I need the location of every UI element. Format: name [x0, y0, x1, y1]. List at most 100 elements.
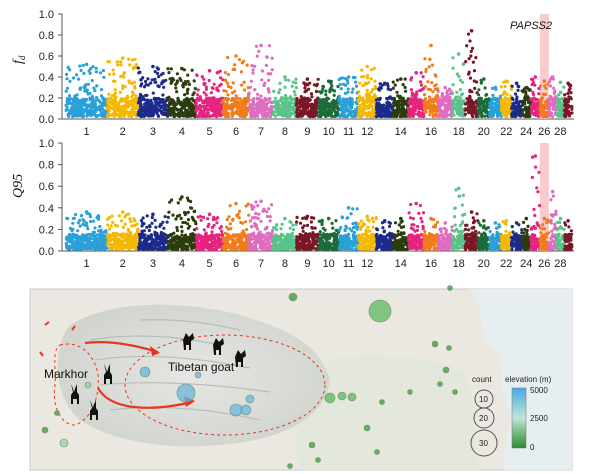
snp-point [197, 107, 201, 111]
snp-point [244, 102, 248, 106]
snp-point [401, 83, 405, 87]
snp-point [153, 218, 157, 222]
snp-point [225, 241, 229, 245]
snp-point [251, 99, 255, 103]
snp-point [403, 77, 407, 81]
snp-point [267, 107, 271, 111]
snp-point [65, 86, 70, 90]
snp-point [443, 99, 447, 103]
snp-point [121, 73, 125, 77]
snp-point [321, 84, 325, 88]
snp-point [138, 102, 142, 106]
snp-point [242, 59, 246, 63]
snp-point [186, 218, 191, 222]
snp-point [251, 110, 255, 114]
snp-peak-point [566, 81, 570, 86]
snp-point [427, 65, 431, 69]
snp-point [130, 58, 134, 62]
snp-point [121, 86, 125, 91]
snp-point [424, 69, 428, 74]
snp-point [190, 68, 194, 72]
snp-point [157, 246, 161, 250]
snp-point [357, 90, 361, 94]
snp-point [491, 93, 495, 97]
chromosome-label: 20 [478, 126, 490, 138]
snp-point [164, 78, 168, 82]
snp-point [503, 85, 507, 89]
snp-point [230, 114, 234, 118]
snp-point [430, 63, 434, 67]
snp-point [83, 223, 88, 227]
snp-point [439, 110, 443, 114]
snp-point [76, 221, 80, 225]
snp-point [226, 84, 231, 89]
snp-point [424, 110, 428, 114]
snp-point [420, 102, 424, 107]
snp-point [428, 57, 432, 62]
snp-point [352, 110, 356, 114]
snp-point [506, 98, 510, 102]
snp-point [176, 201, 180, 205]
snp-point [168, 77, 172, 81]
snp-point [155, 111, 159, 116]
snp-point [70, 233, 75, 237]
snp-point [401, 111, 405, 115]
snp-peak-point [84, 210, 89, 214]
snp-point [234, 241, 238, 246]
snp-point [64, 89, 68, 93]
snp-point [557, 93, 561, 97]
snp-point [407, 101, 411, 105]
snp-point [185, 108, 189, 112]
snp-point [484, 106, 488, 110]
snp-point [340, 103, 344, 107]
snp-point [503, 96, 507, 100]
snp-point [239, 102, 243, 106]
snp-point [537, 92, 541, 96]
snp-point [330, 88, 335, 92]
snp-point [140, 234, 144, 238]
snp-point [107, 227, 112, 231]
snp-point [168, 103, 172, 107]
snp-point [112, 101, 116, 105]
snp-point [145, 93, 149, 97]
snp-point [189, 199, 193, 204]
snp-point [240, 221, 245, 225]
snp-point [295, 98, 299, 103]
snp-point [517, 85, 521, 89]
snp-point [477, 99, 481, 103]
snp-point [418, 89, 422, 93]
snp-point [166, 112, 171, 116]
snp-point [329, 114, 333, 118]
snp-point [195, 108, 199, 112]
snp-point [73, 99, 77, 103]
snp-point [272, 89, 276, 93]
snp-peak-point [542, 79, 547, 83]
snp-point [206, 100, 210, 104]
snp-point [329, 79, 333, 83]
snp-peak-point [533, 75, 538, 79]
snp-point [149, 81, 153, 85]
chromosome-label: 2 [120, 126, 126, 138]
snp-point [159, 73, 163, 77]
snp-point [559, 90, 563, 94]
snp-point [161, 79, 165, 83]
snp-point [341, 97, 346, 101]
snp-point [433, 108, 437, 112]
snp-point [93, 226, 97, 230]
snp-point [200, 112, 205, 117]
snp-point [231, 217, 235, 221]
snp-point [206, 245, 210, 249]
snp-point [444, 112, 448, 116]
snp-point [466, 32, 471, 36]
snp-point [396, 100, 400, 104]
snp-point [72, 247, 76, 251]
snp-point [480, 114, 484, 119]
snp-point [79, 68, 83, 73]
snp-point [523, 107, 527, 111]
snp-point [372, 66, 376, 70]
snp-point [426, 80, 430, 84]
snp-point [322, 101, 327, 106]
snp-peak-point [259, 43, 263, 48]
snp-point [112, 72, 116, 76]
snp-point [382, 110, 386, 114]
